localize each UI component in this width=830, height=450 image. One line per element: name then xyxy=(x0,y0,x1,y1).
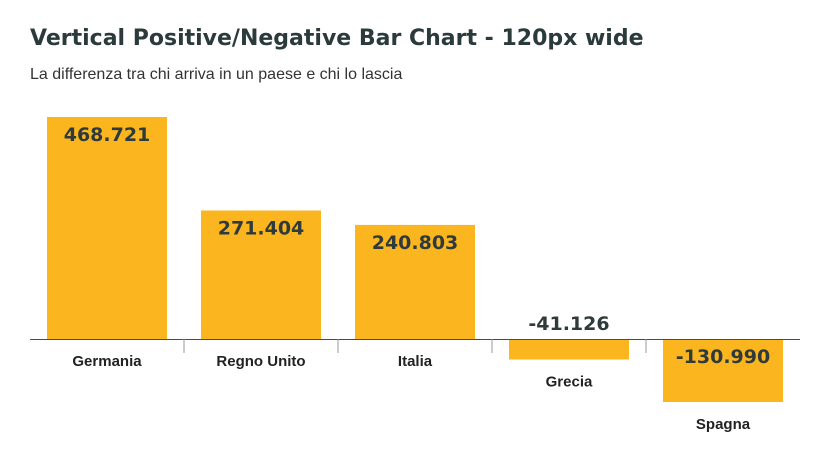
bar-italia xyxy=(355,224,475,339)
category-label-regno-unito: Regno Unito xyxy=(216,353,305,370)
chart-title: Vertical Positive/Negative Bar Chart - 1… xyxy=(30,26,644,51)
bar-regno-unito xyxy=(201,210,321,339)
category-label-germania: Germania xyxy=(72,353,142,370)
category-label-spagna: Spagna xyxy=(696,416,751,433)
value-label-regno-unito: 271.404 xyxy=(218,218,305,240)
value-label-germania: 468.721 xyxy=(64,124,151,146)
bars-layer xyxy=(47,117,783,402)
value-label-grecia: -41.126 xyxy=(528,313,609,335)
category-label-grecia: Grecia xyxy=(546,374,593,391)
labels-layer: 468.721 Germania 271.404 Regno Unito 240.803… xyxy=(64,124,770,433)
chart-subtitle: La differenza tra chi arriva in un paese… xyxy=(30,66,403,83)
bar-grecia xyxy=(509,340,629,360)
category-ticks xyxy=(183,339,647,353)
category-label-italia: Italia xyxy=(398,353,433,370)
bar-germania xyxy=(47,117,167,339)
value-label-spagna: -130.990 xyxy=(676,346,770,368)
bar-spagna xyxy=(663,340,783,402)
value-label-italia: 240.803 xyxy=(372,232,459,254)
